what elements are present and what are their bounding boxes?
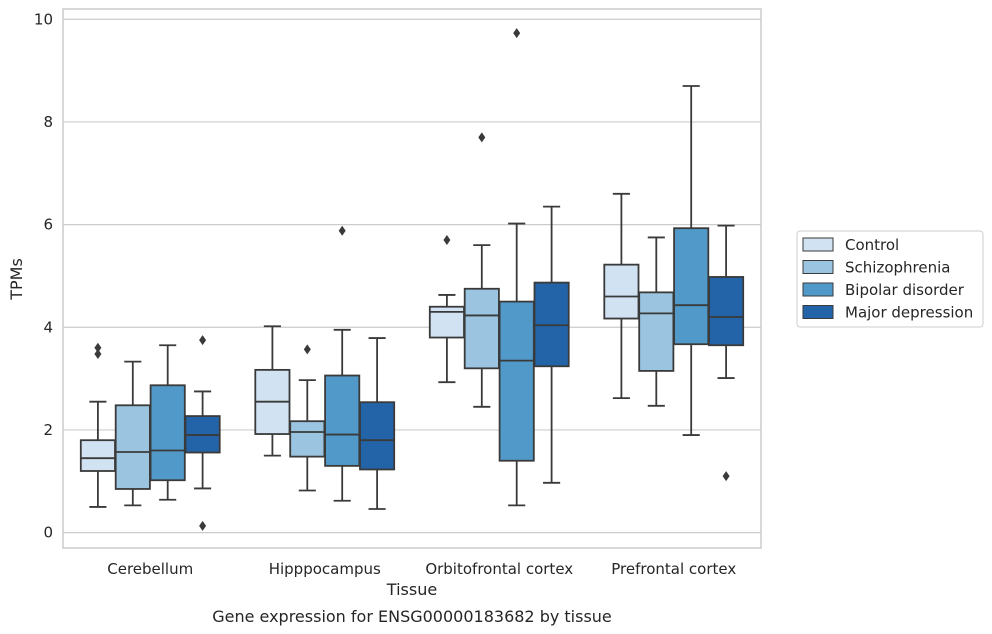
iqr-box: [79, 439, 116, 472]
outlier-point: [722, 471, 730, 482]
legend-swatch: [802, 237, 834, 252]
x-tick-label: Orbitofrontal cortex: [425, 560, 573, 578]
iqr-box: [463, 287, 500, 370]
chart-caption: Gene expression for ENSG00000183682 by t…: [212, 607, 612, 626]
y-tick-label: 2: [43, 421, 53, 439]
outlier-point: [94, 342, 102, 353]
box-major-depression: [708, 224, 745, 482]
box-bipolar-disorder: [498, 28, 535, 507]
box-schizophrenia: [638, 236, 675, 407]
y-tick-label: 4: [43, 318, 53, 336]
outlier-point: [199, 335, 207, 346]
y-axis-label: TPMs: [7, 258, 26, 301]
legend-label: Schizophrenia: [845, 259, 950, 277]
x-tick-labels: Cerebellum Hipppocampus Orbitofrontal cort…: [107, 560, 736, 578]
outlier-point: [478, 132, 486, 143]
legend-swatch: [802, 282, 834, 297]
y-tick-label: 10: [34, 10, 53, 28]
x-tick-label: Prefrontal cortex: [611, 560, 736, 578]
legend: Control Schizophrenia Bipolar disorder Majo…: [796, 230, 984, 328]
iqr-box: [114, 404, 151, 490]
x-tick-label: Hipppocampus: [269, 560, 381, 578]
iqr-box: [603, 263, 640, 320]
iqr-box: [149, 384, 186, 482]
outlier-point: [513, 28, 521, 39]
outlier-point: [338, 225, 346, 236]
iqr-box: [673, 227, 710, 346]
y-tick-labels: 0 2 4 6 8 10: [34, 10, 53, 541]
box-major-depression: [533, 205, 570, 484]
legend-label: Major depression: [845, 304, 973, 322]
legend-label: Control: [845, 236, 899, 254]
plot-frame: [62, 8, 762, 549]
iqr-box: [324, 374, 361, 467]
outlier-point: [303, 344, 311, 355]
box-schizophrenia: [114, 360, 151, 507]
box-bipolar-disorder: [673, 85, 710, 436]
x-axis-label: Tissue: [386, 580, 437, 599]
y-tick-label: 0: [43, 524, 53, 542]
iqr-box: [638, 291, 675, 372]
box-major-depression: [184, 335, 221, 531]
iqr-box: [498, 300, 535, 462]
outlier-point: [443, 235, 451, 245]
box-control: [428, 235, 465, 384]
outlier-point: [94, 348, 102, 359]
iqr-box: [708, 276, 745, 347]
y-tick-label: 8: [43, 113, 53, 131]
iqr-box: [359, 401, 396, 471]
legend-frame: [796, 230, 984, 328]
legend-swatch: [802, 305, 834, 319]
box-series-layer: [79, 28, 745, 531]
legend-label: Bipolar disorder: [845, 281, 965, 299]
y-tick-label: 6: [43, 216, 53, 234]
box-major-depression: [359, 337, 396, 510]
x-tick-label: Cerebellum: [107, 560, 193, 578]
legend-swatch: [802, 260, 834, 274]
box-bipolar-disorder: [324, 225, 361, 502]
box-bipolar-disorder: [149, 344, 186, 501]
outlier-point: [199, 520, 207, 531]
box-control: [254, 325, 291, 457]
iqr-box: [289, 420, 326, 458]
